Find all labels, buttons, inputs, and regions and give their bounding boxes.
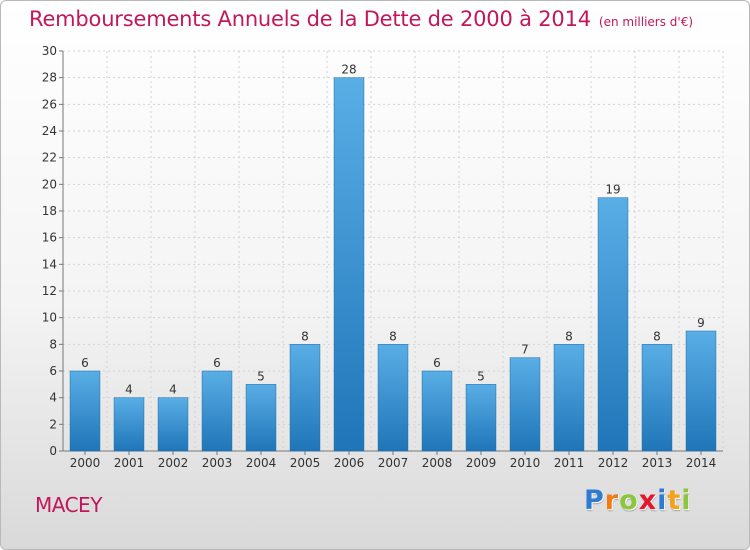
bar-2011[interactable] — [553, 344, 585, 452]
bar-2012[interactable] — [597, 197, 629, 452]
y-tick-label: 12 — [42, 284, 57, 298]
bar-2014[interactable] — [685, 330, 717, 452]
value-label-2006: 28 — [341, 63, 356, 77]
x-tick-label-2010: 2010 — [510, 456, 541, 470]
chart-title: Remboursements Annuels de la Dette de 20… — [29, 7, 693, 31]
bar-2009[interactable] — [465, 384, 497, 452]
chart-unit-text: (en milliers d'€) — [598, 15, 694, 29]
x-tick-label-2014: 2014 — [686, 456, 717, 470]
place-name: MACEY — [35, 493, 102, 517]
bar-2001[interactable] — [113, 397, 145, 452]
bar-2010[interactable] — [509, 357, 541, 452]
bar-2006[interactable] — [333, 77, 365, 452]
logo-letter: x — [638, 485, 658, 516]
y-tick-label: 14 — [42, 257, 57, 271]
bar-2008[interactable] — [421, 370, 453, 452]
value-label-2011: 8 — [565, 329, 573, 343]
y-tick-label: 26 — [42, 97, 57, 111]
y-tick-label: 22 — [42, 151, 57, 165]
value-label-2002: 4 — [169, 383, 177, 397]
bar-2000[interactable] — [69, 370, 101, 452]
bars — [69, 77, 717, 452]
value-label-2004: 5 — [257, 369, 265, 383]
y-tick-label: 6 — [49, 364, 57, 378]
y-tick-label: 2 — [49, 417, 57, 431]
y-tick-label: 16 — [42, 231, 57, 245]
y-tick-label: 30 — [42, 44, 57, 58]
value-label-2007: 8 — [389, 329, 397, 343]
value-label-2003: 6 — [213, 356, 221, 370]
y-tick-label: 8 — [49, 337, 57, 351]
y-tick-label: 4 — [49, 391, 57, 405]
bar-2005[interactable] — [289, 344, 321, 452]
chart-title-text: Remboursements Annuels de la Dette de 20… — [29, 7, 591, 31]
value-label-2005: 8 — [301, 329, 309, 343]
x-tick-label-2009: 2009 — [466, 456, 497, 470]
y-tick-label: 24 — [42, 124, 57, 138]
x-tick-label-2008: 2008 — [422, 456, 453, 470]
logo-letter: t — [667, 485, 682, 516]
value-label-2013: 8 — [653, 329, 661, 343]
logo-letter: i — [681, 485, 692, 516]
bar-2004[interactable] — [245, 384, 277, 452]
value-label-2014: 9 — [697, 316, 705, 330]
logo-letter: o — [619, 485, 639, 516]
bar-2013[interactable] — [641, 344, 673, 452]
y-tick-label: 0 — [49, 444, 57, 458]
y-tick-label: 18 — [42, 204, 57, 218]
x-tick-label-2007: 2007 — [378, 456, 409, 470]
value-label-2012: 19 — [605, 183, 620, 197]
x-tick-label-2012: 2012 — [598, 456, 629, 470]
bar-2002[interactable] — [157, 397, 189, 452]
value-label-2010: 7 — [521, 343, 529, 357]
x-tick-label-2002: 2002 — [158, 456, 189, 470]
x-tick-label-2013: 2013 — [642, 456, 673, 470]
y-tick-label: 20 — [42, 177, 57, 191]
logo-letter: i — [657, 485, 668, 516]
x-tick-label-2006: 2006 — [334, 456, 365, 470]
value-label-2000: 6 — [81, 356, 89, 370]
x-tick-label-2003: 2003 — [202, 456, 233, 470]
bar-2007[interactable] — [377, 344, 409, 452]
value-labels: 6 4 4 6 5 8 28 8 6 5 7 8 19 8 9 — [81, 63, 705, 397]
x-tick-label-2004: 2004 — [246, 456, 277, 470]
x-tick-label-2001: 2001 — [114, 456, 145, 470]
x-tick-label-2011: 2011 — [554, 456, 585, 470]
x-tick-label-2000: 2000 — [70, 456, 101, 470]
y-tick-label: 28 — [42, 71, 57, 85]
value-label-2009: 5 — [477, 369, 485, 383]
x-tick-label-2005: 2005 — [290, 456, 321, 470]
value-label-2008: 6 — [433, 356, 441, 370]
y-tick-label: 10 — [42, 311, 57, 325]
bar-2003[interactable] — [201, 370, 233, 452]
value-label-2001: 4 — [125, 383, 133, 397]
logo-letter: P — [584, 485, 605, 516]
proxiti-logo[interactable]: Proxiti — [584, 485, 692, 516]
logo-letter: r — [604, 485, 620, 516]
